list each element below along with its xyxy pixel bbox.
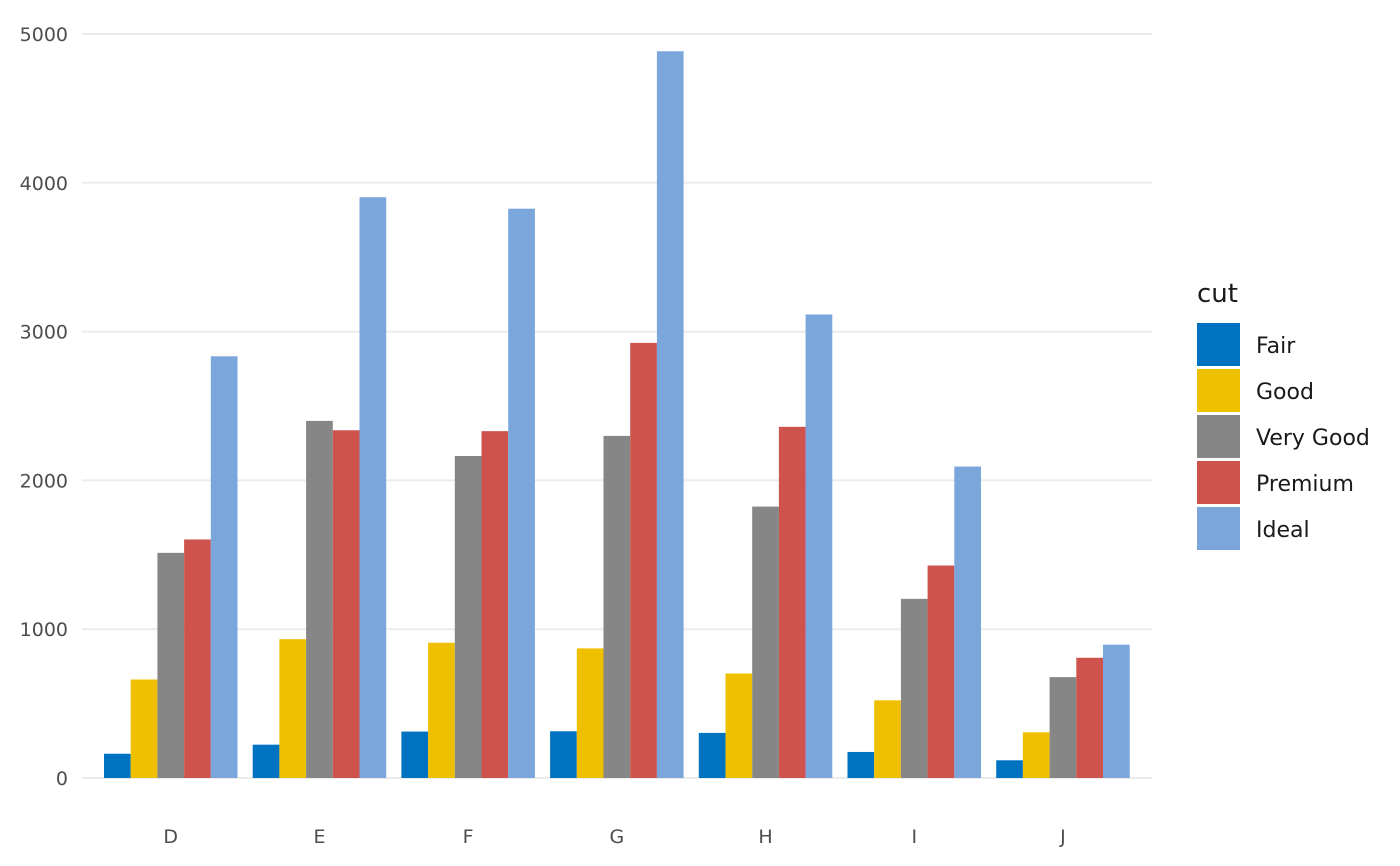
y-tick-label: 3000 (20, 322, 68, 344)
x-tick-label: F (463, 826, 474, 848)
bar-good (874, 700, 901, 778)
legend-label: Very Good (1256, 426, 1370, 451)
bar-fair (104, 753, 131, 778)
bar-very-good (900, 598, 928, 778)
bar-ideal (210, 356, 238, 778)
bar-ideal (954, 466, 981, 778)
bar-very-good (603, 435, 631, 778)
y-tick-label: 2000 (20, 470, 68, 492)
bar-ideal (656, 51, 684, 778)
bar-good (576, 648, 604, 778)
bar-premium (778, 426, 806, 778)
bar-very-good (454, 455, 482, 778)
bar-good (428, 642, 455, 778)
bar-very-good (752, 506, 779, 778)
bar-fair (252, 744, 280, 778)
legend-label: Premium (1256, 472, 1354, 497)
x-tick-label: J (1059, 826, 1066, 848)
x-tick-label: G (609, 826, 624, 848)
legend-title: cut (1197, 279, 1238, 309)
y-tick-label: 5000 (20, 24, 68, 46)
bar-premium (184, 539, 211, 778)
bar-fair (550, 731, 577, 778)
legend: cut Fair Good Very Good Premium Ideal (1197, 279, 1370, 550)
bar-good (1022, 732, 1050, 778)
bar-fair (847, 751, 875, 778)
x-tick-label: D (163, 826, 178, 848)
bar-ideal (508, 208, 535, 779)
bar-ideal (805, 314, 833, 778)
bar-good (130, 679, 158, 778)
legend-swatch (1197, 461, 1240, 504)
bar-ideal (359, 197, 387, 779)
y-tick-label: 1000 (20, 619, 68, 641)
legend-label: Good (1256, 380, 1314, 405)
x-tick-label: H (758, 826, 772, 848)
y-tick-label: 0 (56, 768, 68, 790)
bar-fair (698, 732, 726, 778)
legend-swatch (1197, 369, 1240, 412)
bar-very-good (157, 552, 185, 778)
x-tick-label: E (313, 826, 325, 848)
bar-very-good (1049, 677, 1077, 778)
bars (104, 51, 1130, 779)
x-axis-ticks: D E F G H I J (163, 826, 1065, 848)
bar-fair (401, 731, 429, 778)
bar-fair (996, 760, 1023, 778)
legend-swatch (1197, 415, 1240, 458)
legend-label: Fair (1256, 334, 1296, 359)
bar-good (725, 673, 753, 778)
legend-label: Ideal (1256, 518, 1310, 543)
bar-premium (1076, 657, 1103, 778)
bar-ideal (1103, 644, 1130, 778)
y-axis-ticks: 0 1000 2000 3000 4000 5000 (20, 24, 68, 790)
legend-swatch (1197, 323, 1240, 366)
bar-premium (630, 342, 657, 778)
bar-very-good (306, 420, 333, 778)
bar-premium (332, 430, 360, 778)
bar-premium (927, 565, 955, 778)
y-tick-label: 4000 (20, 173, 68, 195)
bar-premium (481, 431, 509, 778)
x-tick-label: I (911, 826, 917, 848)
legend-swatch (1197, 507, 1240, 550)
bar-good (279, 639, 307, 778)
